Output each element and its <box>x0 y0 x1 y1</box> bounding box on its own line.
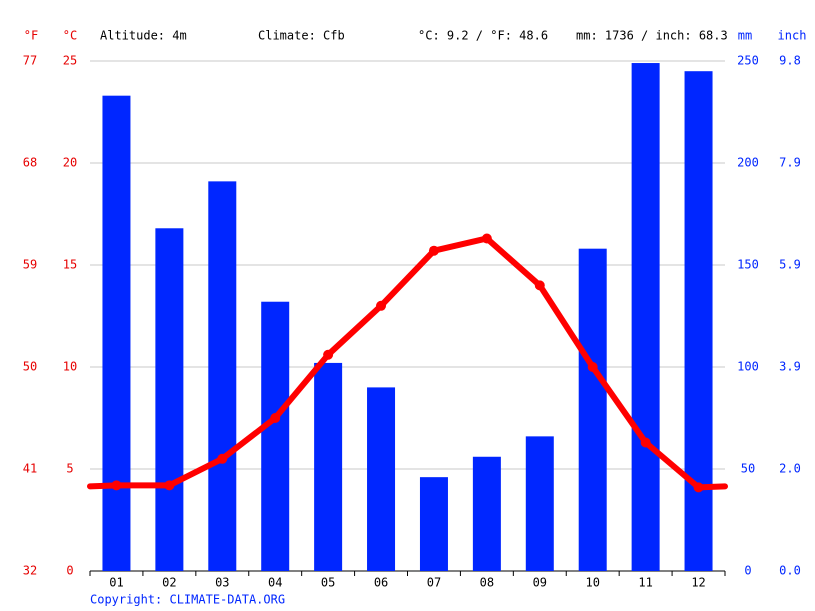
point <box>587 362 598 372</box>
bar <box>525 436 554 571</box>
y-tick-label-f: 59 <box>23 258 37 272</box>
y-tick-label-f: 50 <box>23 360 37 374</box>
point <box>376 300 387 311</box>
point <box>534 280 545 291</box>
y-tick-label: 0 <box>66 564 73 578</box>
point <box>640 437 651 448</box>
annotation: Climate: Cfb <box>258 29 345 43</box>
y-tick-label: 15 <box>63 258 77 272</box>
annotation: °C: 9.2 / °F: 48.6 <box>418 29 548 43</box>
y-tick-label: 10 <box>63 360 77 374</box>
point <box>270 413 281 423</box>
x-tick-label: 06 <box>374 576 388 590</box>
y-tick-label-f: 32 <box>23 564 37 578</box>
x-tick-label: 07 <box>427 576 441 590</box>
y2-tick-label: 0 <box>744 564 751 578</box>
x-tick-label: 04 <box>268 576 282 590</box>
x-tick-label: 05 <box>321 576 335 590</box>
source: Copyright: CLIMATE-DATA.ORG <box>90 593 285 607</box>
x-tick-label: 01 <box>109 576 123 590</box>
y-tick-label: 25 <box>63 54 77 68</box>
y2-tick-label-inch: 3.9 <box>779 360 801 374</box>
axis-label-c: °C <box>63 29 77 43</box>
point <box>111 480 122 491</box>
bar <box>419 477 448 571</box>
y2-tick-label-inch: 2.0 <box>779 462 801 476</box>
y-tick-label: 20 <box>63 156 77 170</box>
point <box>217 453 228 464</box>
x-tick-label: 08 <box>480 576 494 590</box>
bar <box>631 63 660 571</box>
x-tick-label: 02 <box>162 576 176 590</box>
x-tick-label: 12 <box>691 576 705 590</box>
x-tick-label: 11 <box>638 576 652 590</box>
bar <box>314 362 343 571</box>
x-tick-label: 10 <box>585 576 599 590</box>
bar <box>102 95 131 572</box>
y2-tick-label: 100 <box>737 360 759 374</box>
bar <box>367 387 396 571</box>
x-tick-label: 03 <box>215 576 229 590</box>
point <box>323 349 334 360</box>
point <box>693 482 704 493</box>
y2-tick-label-inch: 9.8 <box>779 54 801 68</box>
point <box>164 480 175 491</box>
axis-label-inch: inch <box>778 29 807 43</box>
point <box>428 245 439 256</box>
annotation: mm: 1736 / inch: 68.3 <box>576 29 728 43</box>
bar <box>208 181 237 572</box>
bar <box>261 301 290 571</box>
axis-label-f: °F <box>24 29 38 43</box>
bar <box>684 71 713 571</box>
y-tick-label: 5 <box>66 462 73 476</box>
y2-tick-label: 150 <box>737 258 759 272</box>
y-tick-label-f: 77 <box>23 54 37 68</box>
y2-tick-label: 250 <box>737 54 759 68</box>
y-tick-label-f: 68 <box>23 156 37 170</box>
x-tick-label: 09 <box>533 576 547 590</box>
y-tick-label-f: 41 <box>23 462 37 476</box>
bar <box>578 248 607 571</box>
y2-tick-label-inch: 0.0 <box>779 564 801 578</box>
bar <box>155 228 184 571</box>
axis-label-mm: mm <box>738 29 752 43</box>
point <box>481 233 492 244</box>
temperature-line <box>116 235 701 490</box>
y2-tick-label-inch: 5.9 <box>779 258 801 272</box>
annotation: Altitude: 4m <box>100 29 187 43</box>
y2-tick-label: 200 <box>737 156 759 170</box>
bar <box>472 456 501 571</box>
y2-tick-label: 50 <box>741 462 755 476</box>
y2-tick-label-inch: 7.9 <box>779 156 801 170</box>
